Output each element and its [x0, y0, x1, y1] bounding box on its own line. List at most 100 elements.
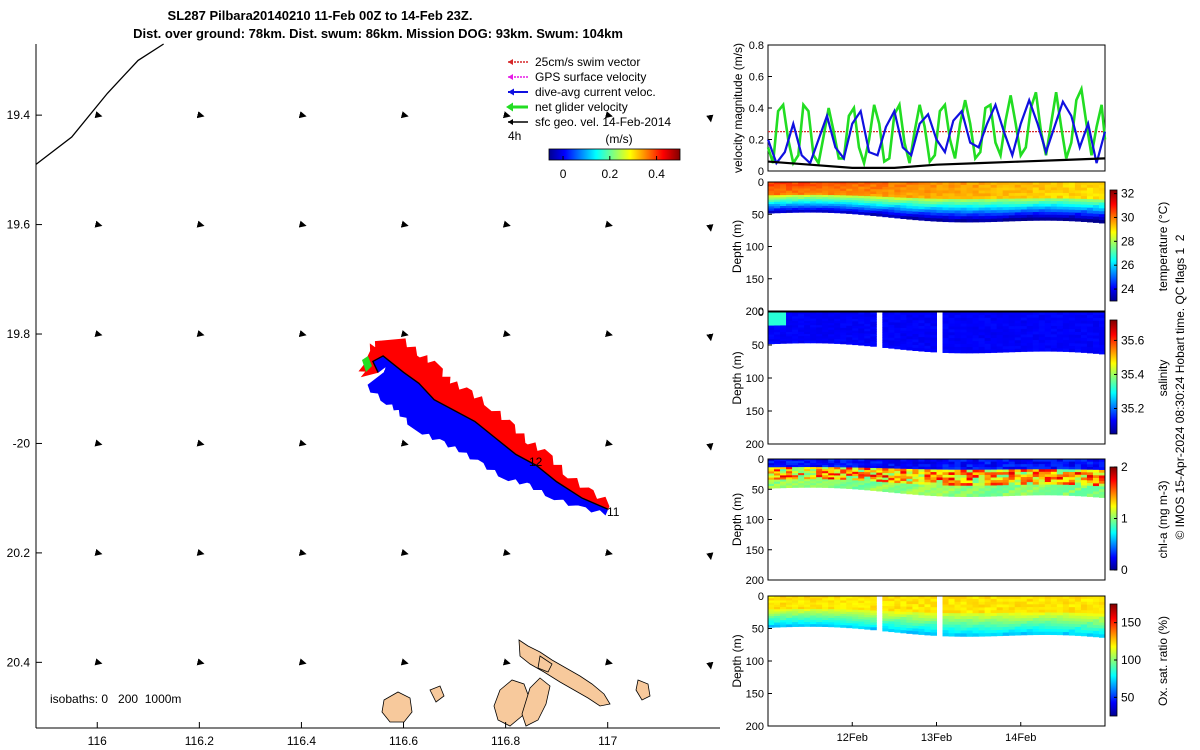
section-cell [822, 331, 829, 335]
section-cell [906, 601, 913, 605]
section-cell [954, 199, 962, 203]
section-cell [882, 610, 889, 614]
section-cell [1086, 598, 1094, 603]
section-cell [942, 604, 950, 608]
section-cell [1086, 196, 1094, 200]
map-y-tick-label: 19.8 [7, 327, 31, 341]
section-cell [1062, 195, 1070, 200]
section-cell [1038, 476, 1046, 480]
section-cell [858, 626, 865, 630]
section-cell [1050, 198, 1058, 202]
section-cell [1062, 326, 1070, 330]
section-cell [1038, 466, 1046, 470]
section-cell [900, 213, 907, 217]
section-cell [786, 461, 793, 464]
section-cell [996, 193, 1004, 197]
map-lines [35, 43, 608, 510]
section-cell [1038, 314, 1046, 319]
section-cell [1086, 349, 1094, 354]
glider-track-line [371, 355, 608, 510]
section-cell [930, 215, 937, 219]
section-cell [792, 192, 799, 196]
section-cell [1062, 312, 1070, 316]
section-cell [852, 328, 859, 332]
section-cell [1068, 346, 1076, 350]
section-cell [1038, 623, 1046, 627]
section-y-tick-label: 150 [746, 689, 764, 701]
section-cell [1014, 348, 1022, 353]
section-cell [990, 615, 998, 620]
section-cell [852, 625, 859, 629]
section-cell [996, 493, 1004, 497]
section-cell [840, 314, 847, 318]
section-cell [1002, 218, 1010, 222]
section-cell [1020, 193, 1028, 197]
section-cell [930, 317, 937, 322]
section-cell [840, 479, 847, 483]
section-cell [828, 316, 835, 320]
section-cell [1098, 469, 1106, 474]
section-cell [1008, 621, 1016, 625]
section-cell [1092, 312, 1100, 316]
section-cell [768, 609, 775, 613]
section-cell [972, 314, 980, 319]
section-cell [978, 204, 986, 209]
section-cell [966, 630, 974, 634]
section-cell [804, 327, 811, 331]
section-cell [1026, 203, 1034, 208]
section-cell [840, 341, 847, 345]
section-cell [984, 633, 992, 637]
section-cell [1062, 193, 1070, 197]
section-cell [1092, 469, 1100, 474]
section-cell [930, 482, 937, 486]
section-cell [1092, 488, 1100, 492]
section-cell [1008, 487, 1016, 491]
section-cell [1062, 342, 1070, 347]
section-cell [876, 194, 883, 198]
section-cell [780, 481, 787, 485]
section-cell [786, 604, 793, 608]
section-cell [1026, 466, 1034, 470]
section-cell [1038, 474, 1046, 478]
chart-title: SL287 Pilbara20140210 11-Feb 00Z to 14-F… [168, 8, 473, 23]
section-cell [858, 193, 865, 197]
section-ylabel: Depth (m) [730, 493, 744, 546]
section-cell [870, 624, 877, 628]
section-cell [900, 195, 907, 199]
section-cell [1092, 483, 1100, 487]
section-cell [1038, 617, 1046, 622]
section-cell [954, 335, 962, 339]
section-cell [894, 603, 901, 607]
section-cell [846, 459, 853, 462]
section-cell [1092, 616, 1100, 620]
section-cell [990, 469, 998, 473]
section-cell [888, 199, 895, 203]
section-cell [996, 337, 1004, 342]
section-cell [918, 623, 925, 627]
section-cell [972, 344, 980, 348]
section-cell [960, 182, 968, 186]
section-cell [1032, 198, 1040, 202]
section-cell [1026, 615, 1034, 619]
section-cell [1086, 472, 1094, 476]
section-cell [912, 491, 919, 495]
section-cell [900, 338, 907, 342]
section-cell [948, 610, 956, 614]
section-cell [810, 624, 817, 627]
section-cell [1098, 214, 1106, 218]
section-cell [918, 334, 925, 338]
section-cell [870, 459, 877, 462]
section-cell [804, 205, 811, 209]
section-cell [1086, 627, 1094, 631]
sfc-geo-vector [706, 114, 714, 123]
section-cell [1056, 331, 1064, 335]
section-cell [852, 339, 859, 343]
section-cell [870, 461, 877, 464]
section-cell [1020, 331, 1028, 336]
section-cell [1002, 626, 1010, 631]
section-cell [1056, 314, 1064, 319]
section-cell [1002, 466, 1010, 470]
section-cell [1026, 484, 1034, 488]
section-cell [858, 328, 865, 332]
section-cell [864, 338, 871, 342]
